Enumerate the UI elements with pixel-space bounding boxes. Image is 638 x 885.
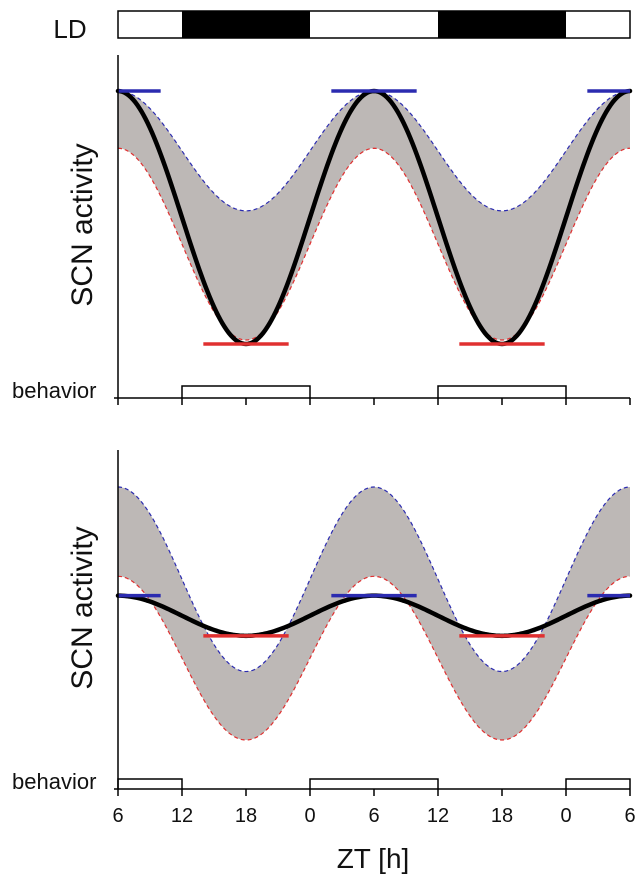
x-tick-label-2: 18 (235, 805, 257, 827)
panel-1-behavior-bout-1 (309, 778, 439, 789)
panel-0-lower-envelope-line (117, 147, 631, 341)
x-tick-label-6: 18 (491, 805, 513, 827)
bottom-panel-behavior-label: behavior (12, 769, 96, 794)
top-panel: SCN activity behavior (12, 55, 633, 405)
x-axis-label: ZT [h] (337, 843, 410, 874)
panel-0-behavior-bout-1 (437, 385, 567, 398)
x-axis: ZT [h] 6 12 18 0 6 12 18 0 6 (112, 805, 635, 874)
bottom-panel: SCN activity behavior (12, 450, 633, 796)
x-tick-label-1: 12 (171, 805, 193, 827)
x-tick-label-8: 6 (624, 805, 635, 827)
top-panel-y-axis-label: SCN activity (66, 143, 99, 306)
x-tick-label-5: 12 (427, 805, 449, 827)
panel-0-behavior-bout-0 (181, 385, 311, 398)
x-tick-label-3: 0 (304, 805, 315, 827)
panel-0-envelope-band (118, 91, 630, 341)
x-tick-label-0: 6 (112, 805, 123, 827)
ld-dark-period-0 (182, 11, 310, 38)
panel-1-behavior-bout-2 (565, 778, 631, 789)
top-panel-behavior-label: behavior (12, 378, 96, 403)
ld-dark-period-1 (438, 11, 566, 38)
bottom-panel-y-axis-label: SCN activity (66, 526, 99, 689)
ld-light-dark-bar: LD (53, 10, 631, 44)
panel-1-lower-envelope-line (117, 575, 631, 741)
x-tick-label-7: 0 (560, 805, 571, 827)
panel-1-envelope-band (118, 487, 630, 740)
x-tick-label-4: 6 (368, 805, 379, 827)
panel-0-upper-envelope-line (117, 90, 631, 212)
ld-label: LD (53, 14, 86, 44)
panel-1-behavior-bout-0 (117, 778, 183, 789)
